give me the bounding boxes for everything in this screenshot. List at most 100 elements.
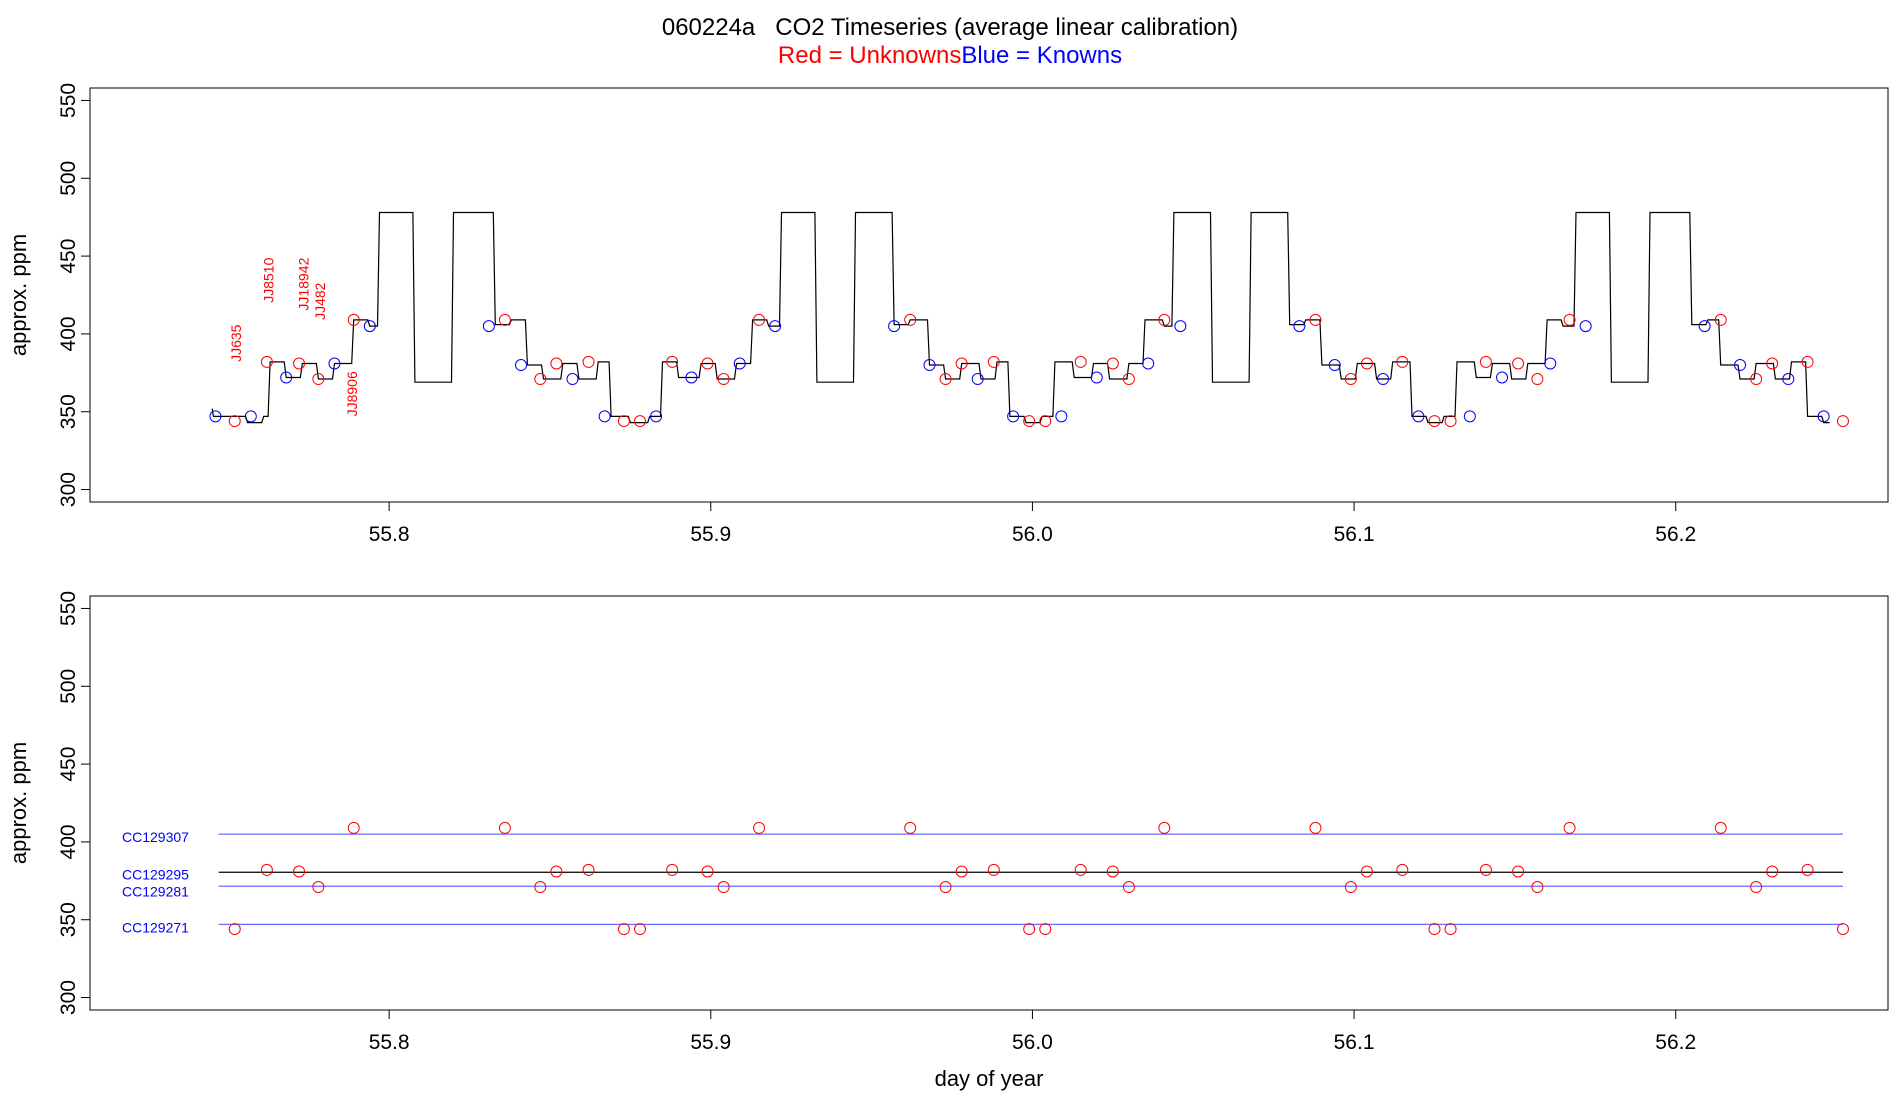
known-point — [1782, 373, 1795, 386]
known-point — [1377, 373, 1390, 386]
unknown-point — [312, 881, 325, 894]
unknown-point — [1309, 821, 1322, 834]
unknown-point — [753, 821, 766, 834]
unknown-point — [293, 865, 306, 878]
unknown-point — [904, 821, 917, 834]
unknown-point — [1444, 923, 1457, 936]
unknown-point — [1309, 313, 1322, 326]
unknown-point — [228, 415, 241, 428]
known-point — [769, 320, 782, 333]
sample-id-label: JJ635 — [228, 324, 244, 362]
legend-unknowns-label: Red = Unknowns — [777, 42, 962, 69]
unknown-point — [1801, 355, 1814, 368]
known-point — [923, 359, 936, 372]
unknown-point — [904, 313, 917, 326]
known-point — [1142, 357, 1155, 370]
unknown-point — [550, 357, 563, 370]
unknown-point — [1039, 923, 1052, 936]
unknown-point — [666, 355, 679, 368]
known-point — [566, 373, 579, 386]
known-point — [363, 320, 376, 333]
unknown-point — [1158, 821, 1171, 834]
plot-frame — [89, 87, 1889, 503]
unknown-point — [987, 863, 1000, 876]
unknown-point — [293, 357, 306, 370]
unknown-point — [1563, 313, 1576, 326]
y-tick-label: 350 — [57, 394, 80, 429]
known-point — [1293, 320, 1306, 333]
known-point — [1734, 359, 1747, 372]
reference-line-label: CC129307 — [122, 829, 189, 845]
unknown-point — [1563, 821, 1576, 834]
unknown-point — [550, 865, 563, 878]
unknown-point — [1444, 415, 1457, 428]
known-point — [244, 410, 257, 423]
unknown-point — [1512, 865, 1525, 878]
x-tick-label: 56.0 — [1012, 523, 1053, 546]
unknown-point — [1074, 355, 1087, 368]
timeseries-panel: 55.8 55.9 56.0 56.1 56.2 300 350 400 450 500 550 ap… — [6, 83, 1889, 546]
unknown-point — [634, 415, 647, 428]
unknown-point — [1801, 863, 1814, 876]
y-tick-label: 300 — [57, 472, 80, 507]
unknown-point — [701, 865, 714, 878]
x-tick-label: 56.1 — [1334, 1031, 1375, 1054]
unknown-point — [1750, 373, 1763, 386]
known-point — [1328, 359, 1341, 372]
unknown-point — [260, 863, 273, 876]
legend-knowns-label: Blue = Knowns — [961, 42, 1123, 69]
y-tick-label: 300 — [57, 980, 80, 1015]
unknown-point — [1836, 415, 1849, 428]
unknown-point — [1750, 881, 1763, 894]
unknown-point — [1360, 865, 1373, 878]
unknown-point — [1122, 373, 1135, 386]
unknown-point — [939, 881, 952, 894]
unknown-point — [347, 821, 360, 834]
known-point — [888, 320, 901, 333]
y-tick-label: 450 — [57, 239, 80, 274]
reference-line-label: CC129271 — [122, 919, 189, 935]
sample-id-label: JJ8510 — [260, 257, 276, 302]
unknown-point — [1074, 863, 1087, 876]
calibration-panel: 55.8 55.9 56.0 56.1 56.2 300 350 400 450 500 550 ap… — [6, 591, 1889, 1091]
unknown-point — [228, 923, 241, 936]
unknown-point — [1714, 313, 1727, 326]
unknown-point — [1714, 821, 1727, 834]
unknown-point — [1479, 355, 1492, 368]
y-tick-label: 350 — [57, 902, 80, 937]
unknown-point — [634, 923, 647, 936]
x-tick-label: 55.9 — [690, 1031, 731, 1054]
sample-id-label: JJ18942 — [296, 257, 312, 310]
chart-title: 060224a CO2 Timeseries (average linear c… — [661, 14, 1239, 41]
known-point — [515, 359, 528, 372]
unknown-point — [617, 923, 630, 936]
unknown-point — [1122, 881, 1135, 894]
known-point — [1007, 410, 1020, 423]
unknown-point — [498, 821, 511, 834]
unknown-point — [1531, 881, 1544, 894]
known-point — [1174, 320, 1187, 333]
unknown-point — [1344, 373, 1357, 386]
y-tick-label: 550 — [57, 591, 80, 626]
unknown-point — [498, 313, 511, 326]
unknown-point — [1106, 357, 1119, 370]
known-point — [1412, 410, 1425, 423]
unknown-point — [717, 881, 730, 894]
known-point — [1496, 371, 1509, 384]
unknown-point — [1106, 865, 1119, 878]
unknown-point — [312, 373, 325, 386]
known-point — [280, 371, 293, 384]
x-tick-label: 56.1 — [1334, 523, 1375, 546]
y-tick-label: 500 — [57, 161, 80, 196]
unknown-point — [717, 373, 730, 386]
y-tick-label: 400 — [57, 316, 80, 351]
unknown-point — [1836, 923, 1849, 936]
known-point — [1090, 371, 1103, 384]
x-tick-label: 56.2 — [1655, 1031, 1696, 1054]
unknown-point — [1766, 865, 1779, 878]
unknown-point — [534, 881, 547, 894]
unknown-point — [939, 373, 952, 386]
unknown-point — [753, 313, 766, 326]
x-tick-label: 56.0 — [1012, 1031, 1053, 1054]
unknown-point — [534, 373, 547, 386]
